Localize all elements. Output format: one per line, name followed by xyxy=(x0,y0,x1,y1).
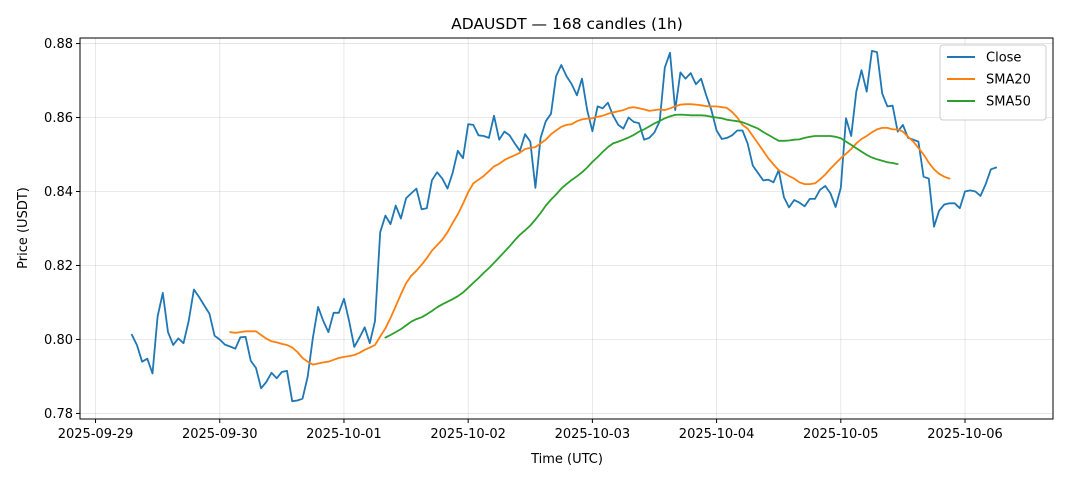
series-line-sma50 xyxy=(384,113,899,339)
chart-title: ADAUSDT — 168 candles (1h) xyxy=(451,15,683,33)
grid-lines xyxy=(80,38,1053,419)
x-tick-label: 2025-10-05 xyxy=(803,427,879,442)
y-axis-label: Price (USDT) xyxy=(16,187,31,269)
x-tick-label: 2025-10-06 xyxy=(927,427,1003,442)
legend-label-sma20: SMA20 xyxy=(986,73,1031,88)
y-axis: 0.78 0.80 0.82 0.84 0.86 0.88 xyxy=(44,37,80,422)
legend-label-sma50: SMA50 xyxy=(986,95,1031,110)
x-axis: 2025-09-29 2025-09-30 2025-10-01 2025-10-02… xyxy=(58,419,1003,442)
plot-frame xyxy=(79,37,1054,420)
x-tick-label: 2025-10-02 xyxy=(430,427,506,442)
x-tick-label: 2025-09-29 xyxy=(58,427,134,442)
x-axis-label: Time (UTC) xyxy=(530,452,603,467)
x-tick-label: 2025-10-04 xyxy=(679,427,755,442)
y-tick-label: 0.88 xyxy=(44,37,73,52)
x-tick-label: 2025-10-01 xyxy=(306,427,382,442)
series-line-sma20 xyxy=(229,103,951,366)
series-layer xyxy=(130,50,997,403)
y-tick-label: 0.80 xyxy=(44,333,73,348)
legend-label-close: Close xyxy=(986,51,1021,66)
y-tick-label: 0.82 xyxy=(44,259,73,274)
y-tick-label: 0.86 xyxy=(44,111,73,126)
y-tick-label: 0.78 xyxy=(44,407,73,422)
y-tick-label: 0.84 xyxy=(44,185,73,200)
series-line-close xyxy=(130,50,997,403)
x-tick-label: 2025-10-03 xyxy=(555,427,631,442)
legend: Close SMA20 SMA50 xyxy=(939,44,1047,121)
x-tick-label: 2025-09-30 xyxy=(182,427,258,442)
